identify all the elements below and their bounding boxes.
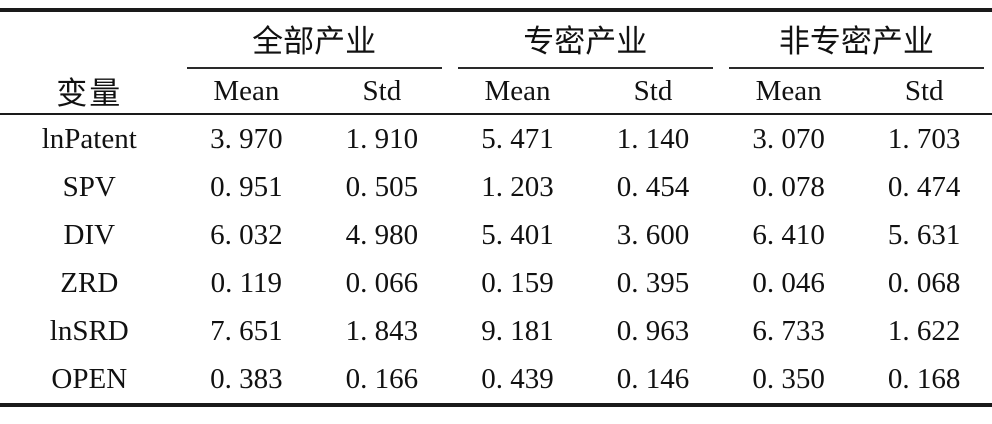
table-row: lnPatent 3. 970 1. 910 5. 471 1. 140 3. … <box>0 114 992 163</box>
cell-value: 3. 970 <box>210 122 283 155</box>
group-header-row: 变量 全部产业 专密产业 非专密产业 <box>0 10 992 115</box>
cell-value: 0. 951 <box>210 170 283 203</box>
table-row: DIV 6. 032 4. 980 5. 401 3. 600 6. 410 5… <box>0 211 992 259</box>
row-label: OPEN <box>51 362 128 395</box>
col-header-pi-std: Std <box>585 69 721 115</box>
col-header-all-std: Std <box>314 69 450 115</box>
cell-value: 0. 119 <box>210 266 283 299</box>
cell-value: 6. 733 <box>752 314 825 347</box>
sub-header-row: Mean Std Mean Std Mean Std <box>0 69 992 115</box>
table-body: lnPatent 3. 970 1. 910 5. 471 1. 140 3. … <box>0 114 992 405</box>
cell-value: 0. 963 <box>616 314 690 347</box>
paper-page: { "colors": { "rule": "#1a1a1a", "text":… <box>0 8 992 424</box>
cell-value: 0. 166 <box>345 362 419 395</box>
cell-value: 0. 383 <box>210 362 283 395</box>
cell-value: 6. 410 <box>752 218 825 251</box>
group-header-patent-intensive: 专密产业 <box>450 10 721 69</box>
group-label-all-industries: 全部产业 <box>186 12 442 69</box>
group-header-all-industries: 全部产业 <box>179 10 450 69</box>
row-label: ZRD <box>60 266 119 299</box>
cell-value: 1. 622 <box>887 314 961 347</box>
cell-value: 0. 439 <box>481 362 554 395</box>
cell-value: 0. 046 <box>752 266 825 299</box>
cell-value: 5. 471 <box>481 122 554 155</box>
cell-value: 0. 066 <box>345 266 419 299</box>
table-row: SPV 0. 951 0. 505 1. 203 0. 454 0. 078 0… <box>0 163 992 211</box>
cell-value: 0. 350 <box>752 362 825 395</box>
cell-value: 0. 454 <box>616 170 690 203</box>
cell-value: 3. 070 <box>752 122 825 155</box>
cell-value: 1. 203 <box>481 170 554 203</box>
cell-value: 3. 600 <box>616 218 690 251</box>
col-header-all-mean: Mean <box>178 69 315 115</box>
cell-value: 1. 703 <box>887 122 961 155</box>
cell-value: 7. 651 <box>210 314 283 347</box>
group-header-non-patent-intensive: 非专密产业 <box>721 10 992 69</box>
table-row: ZRD 0. 119 0. 066 0. 159 0. 395 0. 046 0… <box>0 259 992 307</box>
descriptive-statistics-table: 变量 全部产业 专密产业 非专密产业 Mean Std Mean Std Mea… <box>0 8 992 407</box>
table-row: OPEN 0. 383 0. 166 0. 439 0. 146 0. 350 … <box>0 355 992 405</box>
row-label: lnPatent <box>41 122 137 155</box>
cell-value: 0. 159 <box>481 266 554 299</box>
group-label-non-patent-intensive: 非专密产业 <box>728 12 984 69</box>
cell-value: 5. 401 <box>481 218 554 251</box>
table-header: 变量 全部产业 专密产业 非专密产业 Mean Std Mean Std Mea… <box>0 10 992 115</box>
cell-value: 0. 168 <box>887 362 961 395</box>
col-header-npi-std: Std <box>856 69 992 115</box>
cell-value: 9. 181 <box>481 314 554 347</box>
row-label: SPV <box>62 170 116 203</box>
table-row: lnSRD 7. 651 1. 843 9. 181 0. 963 6. 733… <box>0 307 992 355</box>
row-label: DIV <box>63 218 116 251</box>
cell-value: 0. 505 <box>345 170 419 203</box>
cell-value: 1. 140 <box>616 122 690 155</box>
row-label: lnSRD <box>49 314 129 347</box>
cell-value: 6. 032 <box>210 218 283 251</box>
col-header-npi-mean: Mean <box>720 69 857 115</box>
cell-value: 0. 068 <box>887 266 961 299</box>
cell-value: 5. 631 <box>887 218 961 251</box>
cell-value: 0. 474 <box>887 170 961 203</box>
cell-value: 1. 910 <box>345 122 419 155</box>
cell-value: 0. 146 <box>616 362 690 395</box>
cell-value: 0. 078 <box>752 170 825 203</box>
col-header-pi-mean: Mean <box>449 69 586 115</box>
variable-column-header: 变量 <box>0 10 179 115</box>
group-label-patent-intensive: 专密产业 <box>457 12 713 69</box>
cell-value: 0. 395 <box>616 266 690 299</box>
cell-value: 1. 843 <box>345 314 419 347</box>
cell-value: 4. 980 <box>345 218 419 251</box>
